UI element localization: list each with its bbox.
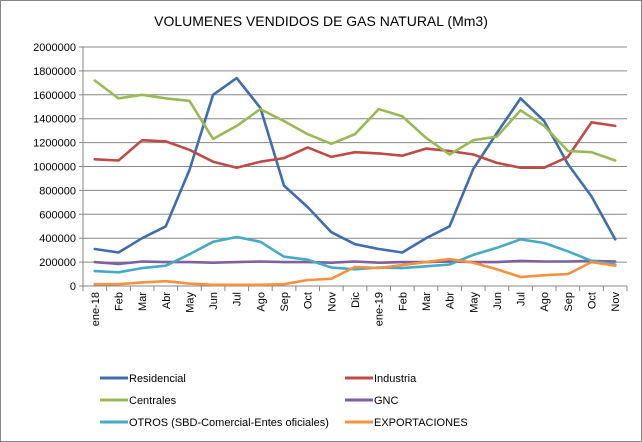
y-tick-label: 800000 (39, 185, 76, 197)
x-tick-label: Jun (208, 292, 220, 310)
series-residencial (93, 76, 617, 254)
legend-item: Centrales (100, 395, 177, 407)
legend-label: OTROS (SBD-Comercial-Entes oficiales) (129, 417, 329, 429)
y-tick-label: 1600000 (33, 90, 76, 102)
gridlines (83, 46, 627, 263)
x-tick-label: Oct (587, 292, 599, 309)
x-tick-label: Jul (516, 292, 528, 306)
x-tick-label: ene-19 (374, 292, 386, 326)
series-line (93, 235, 617, 274)
x-tick-label: Feb (113, 292, 125, 311)
x-tick-label: Jun (492, 292, 504, 310)
chart-title: VOLUMENES VENDIDOS DE GAS NATURAL (Mm3) (154, 13, 488, 29)
x-axis: ene-18 Feb Mar Abr May Jun Jul Ago Sep Oct Nov Dic e… (82, 285, 628, 326)
x-tick-label: May (468, 292, 480, 313)
legend-label: Industria (374, 373, 417, 385)
y-tick-label: 0 (70, 281, 76, 293)
x-tick-label: Sep (279, 292, 291, 312)
legend-item: EXPORTACIONES (345, 417, 468, 429)
legend-item: GNC (345, 395, 399, 407)
legend-label: GNC (374, 395, 399, 407)
y-tick-label: 400000 (39, 233, 76, 245)
x-tick-label: Nov (610, 292, 622, 312)
y-tick-label: 1000000 (33, 162, 76, 174)
x-tick-label: Jul (232, 292, 244, 306)
y-tick-label: 1400000 (33, 114, 76, 126)
series-line (93, 79, 617, 162)
y-tick-label: 600000 (39, 209, 76, 221)
x-tick-label: ene-18 (90, 292, 102, 326)
series-line (93, 121, 617, 169)
y-tick-label: 1200000 (33, 138, 76, 150)
series-lines (93, 76, 617, 287)
x-tick-label: Ago (539, 292, 551, 312)
x-tick-label: Feb (397, 292, 409, 311)
x-tick-label: Mar (421, 292, 433, 311)
y-axis: 0 200000 400000 600000 800000 1000000 1200000 1… (33, 42, 84, 293)
y-tick-label: 2000000 (33, 42, 76, 54)
x-tick-label: Nov (326, 292, 338, 312)
series-line (93, 257, 617, 287)
legend-label: Residencial (129, 373, 186, 385)
legend-item: Residencial (100, 373, 186, 385)
legend-label: EXPORTACIONES (374, 417, 468, 429)
series-gnc (93, 259, 617, 266)
series-industria (93, 121, 617, 169)
series-otros-sbd-comercial-entes-oficiales (93, 235, 617, 274)
legend-item: OTROS (SBD-Comercial-Entes oficiales) (100, 417, 329, 429)
legend-item: Industria (345, 373, 417, 385)
legend: Residencial Industria Centrales GNC OTROS (S… (100, 373, 468, 429)
x-tick-label: May (184, 292, 196, 313)
series-centrales (93, 79, 617, 162)
series-line (93, 76, 617, 254)
x-tick-label: Sep (563, 292, 575, 312)
series-exportaciones (93, 257, 617, 287)
x-tick-label: Ago (255, 292, 267, 312)
y-tick-label: 200000 (39, 257, 76, 269)
x-tick-label: Oct (303, 292, 315, 309)
y-tick-label: 1800000 (33, 66, 76, 78)
x-tick-label: Dic (350, 292, 362, 308)
x-tick-label: Abr (445, 292, 457, 309)
legend-label: Centrales (129, 395, 177, 407)
x-tick-label: Abr (161, 292, 173, 309)
x-tick-label: Mar (137, 292, 149, 311)
